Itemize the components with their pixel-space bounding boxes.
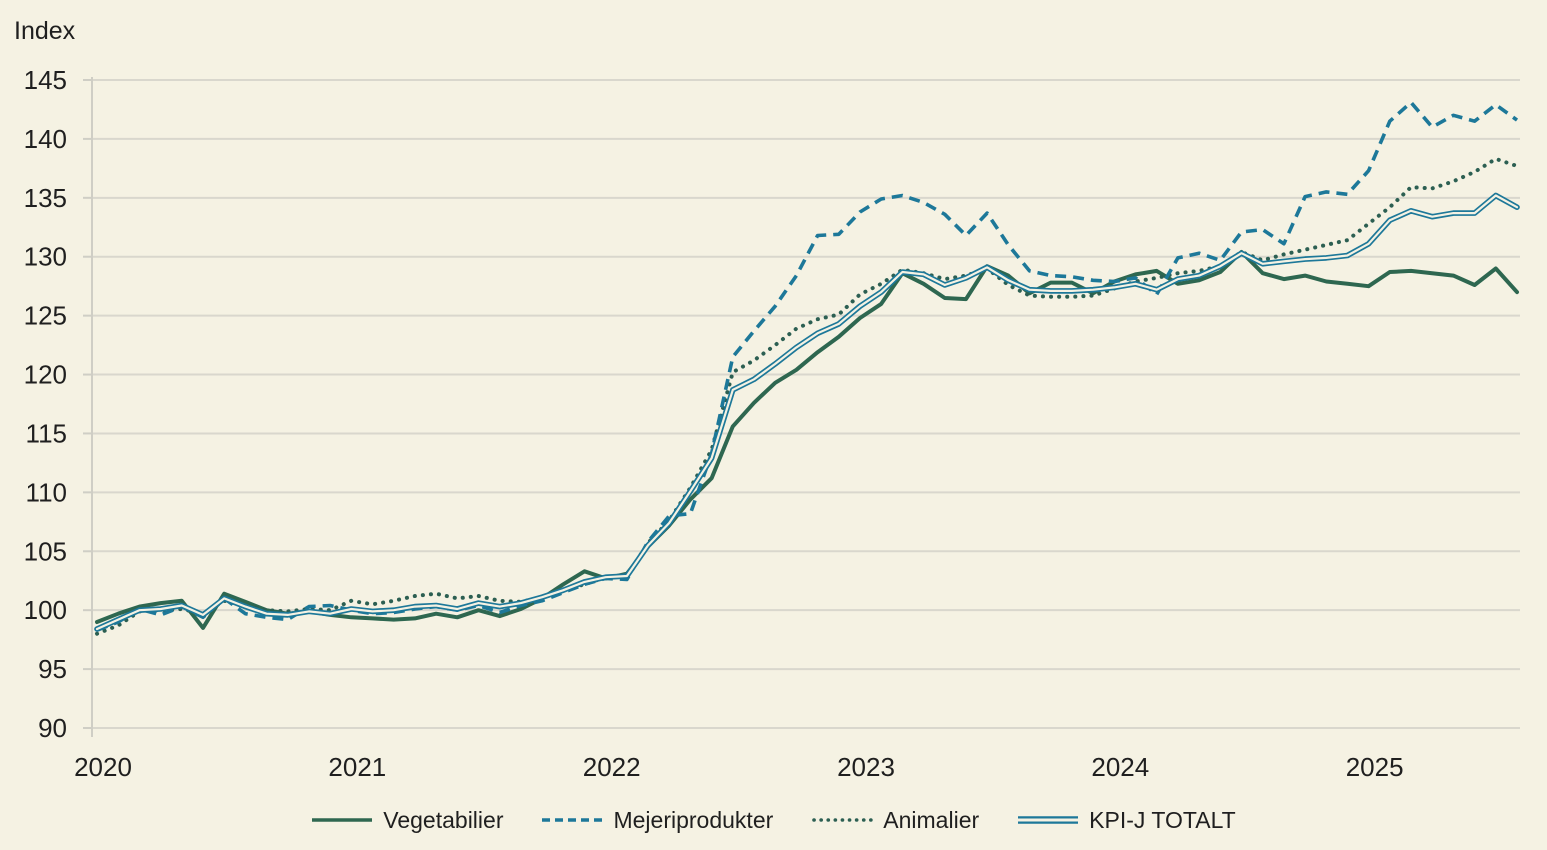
dashed-line-icon: [542, 818, 603, 822]
y-tick-label: 95: [38, 654, 67, 684]
y-tick-label: 140: [24, 124, 67, 154]
solid-line-icon: [312, 818, 373, 822]
y-tick-label: 135: [24, 183, 67, 213]
series-line-animalier: [95, 156, 1519, 636]
series-line-kpi-j-totalt-inner: [95, 194, 1519, 631]
x-tick-label: 2020: [74, 752, 132, 782]
series-line-mejeriprodukter: [96, 100, 1519, 632]
x-tick-label: 2023: [837, 752, 895, 782]
legend-item-vegetabilier: Vegetabilier: [311, 807, 503, 834]
legend-item-kpi-j-totalt: KPI-J TOTALT: [1017, 807, 1236, 834]
y-tick-label: 115: [26, 418, 67, 448]
y-tick-label: 145: [24, 65, 67, 95]
dotted-line-icon: [812, 818, 874, 822]
x-tick-label: 2024: [1091, 752, 1149, 782]
y-tick-label: 125: [24, 301, 67, 331]
x-tick-label: 2022: [583, 752, 641, 782]
y-tick-label: 130: [24, 242, 67, 272]
legend-label-kpi-j-totalt: KPI-J TOTALT: [1089, 806, 1236, 833]
legend-label-vegetabilier: Vegetabilier: [383, 806, 504, 833]
chart-legend: Vegetabilier Mejeriprodukter Animalier K…: [0, 800, 1547, 840]
y-tick-label: 90: [38, 713, 67, 743]
double-line-icon: [1018, 816, 1079, 824]
legend-item-animalier: Animalier: [811, 807, 979, 834]
legend-label-mejeriprodukter: Mejeriprodukter: [613, 806, 774, 833]
legend-item-mejeriprodukter: Mejeriprodukter: [541, 807, 773, 834]
y-tick-label: 105: [24, 536, 67, 566]
series-line-vegetabilier: [95, 250, 1519, 630]
series-line-kpi-j-totalt: [94, 192, 1520, 632]
legend-label-animalier: Animalier: [883, 806, 980, 833]
y-axis-title: Index: [14, 17, 76, 45]
y-tick-label: 110: [26, 477, 67, 507]
y-tick-label: 120: [24, 360, 67, 390]
x-tick-label: 2025: [1346, 752, 1404, 782]
y-tick-label: 100: [24, 595, 67, 625]
x-tick-label: 2021: [328, 752, 386, 782]
